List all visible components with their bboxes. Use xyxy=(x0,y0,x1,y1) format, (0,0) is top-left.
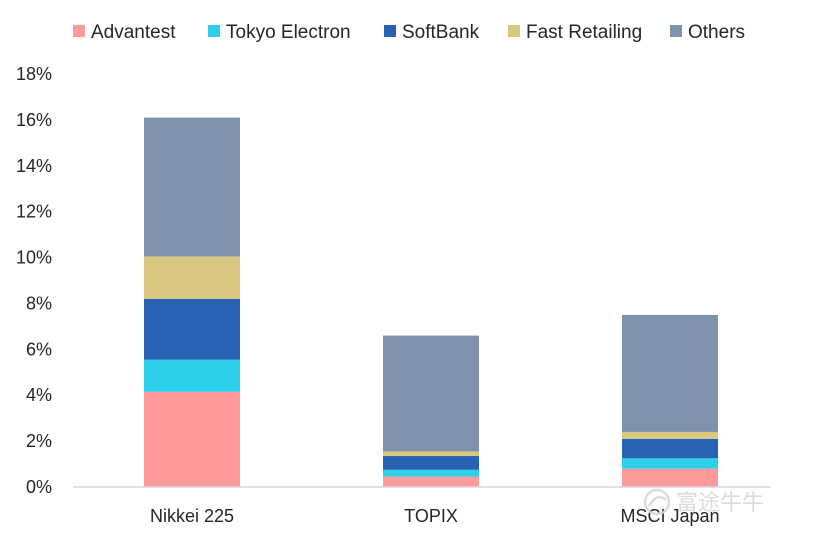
y-axis: 0% 2% 4% 6% 8% 10% 12% 14% 16% 18% xyxy=(16,64,52,497)
legend-item: SoftBank xyxy=(384,22,480,43)
legend-item: Tokyo Electron xyxy=(208,22,351,43)
bar-segment xyxy=(383,476,479,487)
legend-swatch xyxy=(208,25,220,37)
legend-item: Others xyxy=(670,22,745,43)
legend-label: Others xyxy=(688,22,745,43)
y-tick-label: 12% xyxy=(16,202,52,222)
bar-segment xyxy=(144,391,240,487)
x-axis: Nikkei 225 TOPIX MSCI Japan xyxy=(150,506,720,526)
bars xyxy=(144,117,718,487)
bar-segment xyxy=(383,456,479,470)
bar-segment xyxy=(144,298,240,360)
legend-swatch xyxy=(384,25,396,37)
legend-label: Fast Retailing xyxy=(526,22,642,43)
bar-segment xyxy=(383,451,479,457)
x-category-label: TOPIX xyxy=(404,506,458,526)
x-category-label: Nikkei 225 xyxy=(150,506,234,526)
watermark: 富途牛牛 xyxy=(643,488,764,516)
bar-segment xyxy=(144,117,240,257)
y-tick-label: 16% xyxy=(16,110,52,130)
bar-segment xyxy=(622,431,718,439)
bar-segment xyxy=(383,335,479,452)
y-tick-label: 2% xyxy=(26,431,52,451)
watermark-text: 富途牛牛 xyxy=(676,490,764,515)
legend-swatch xyxy=(508,25,520,37)
y-tick-label: 6% xyxy=(26,339,52,359)
y-tick-label: 8% xyxy=(26,293,52,313)
bar-stack-0 xyxy=(144,117,240,487)
legend: Advantest Tokyo Electron SoftBank Fast Reta… xyxy=(73,22,745,43)
bar-segment xyxy=(383,469,479,477)
bar-segment xyxy=(622,468,718,487)
bar-stack-1 xyxy=(383,335,479,487)
bar-segment xyxy=(144,359,240,392)
legend-swatch xyxy=(73,25,85,37)
futu-logo-icon xyxy=(643,488,671,516)
bar-stack-2 xyxy=(622,314,718,487)
bar-segment xyxy=(622,438,718,459)
legend-label: SoftBank xyxy=(402,22,480,43)
legend-label: Tokyo Electron xyxy=(226,22,351,43)
y-tick-label: 10% xyxy=(16,248,52,268)
legend-item: Advantest xyxy=(73,22,176,43)
legend-item: Fast Retailing xyxy=(508,22,642,43)
y-tick-label: 0% xyxy=(26,477,52,497)
bar-segment xyxy=(622,458,718,469)
bar-segment xyxy=(622,314,718,432)
legend-swatch xyxy=(670,25,682,37)
y-tick-label: 4% xyxy=(26,385,52,405)
y-tick-label: 14% xyxy=(16,156,52,176)
y-tick-label: 18% xyxy=(16,64,52,84)
legend-label: Advantest xyxy=(91,22,176,43)
bar-segment xyxy=(144,256,240,299)
x-category-label: MSCI Japan xyxy=(620,506,719,526)
